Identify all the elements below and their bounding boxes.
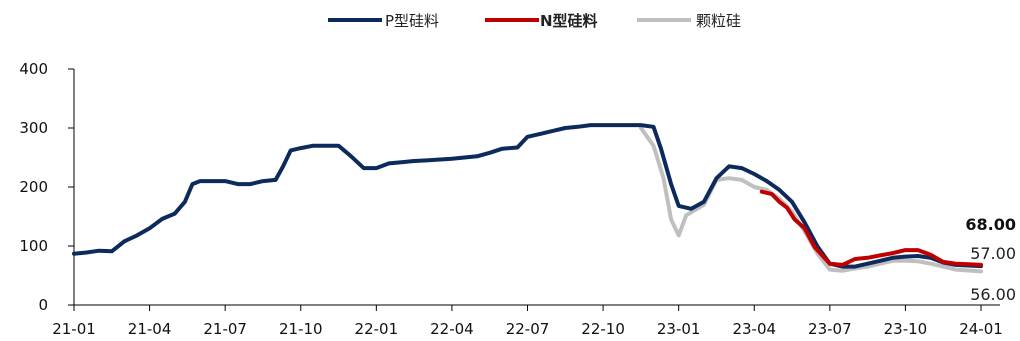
x-tick-label: 23-07 [808,320,852,338]
series-line-1 [72,123,983,269]
y-tick-label: 200 [19,178,48,196]
legend-label-2: N型硅料 [540,12,598,30]
series-line-2 [759,189,983,267]
y-tick-label: 0 [38,296,48,314]
x-tick-label: 21-10 [279,320,323,338]
end-label-3: 56.00 [970,285,1016,304]
x-tick-label: 22-01 [355,320,399,338]
end-value-labels: 68.00 57.00 56.00 [965,215,1016,304]
x-tick-label: 22-07 [506,320,550,338]
x-tick-label: 21-07 [203,320,247,338]
legend: P型硅料 N型硅料 颗粒硅 [328,12,741,30]
x-tick-label: 22-10 [581,320,625,338]
x-tick-label: 24-01 [959,320,1003,338]
series-line-3 [638,126,983,274]
x-tick-label: 22-04 [430,320,474,338]
x-tick-label: 23-10 [884,320,928,338]
end-label-2: 57.00 [970,244,1016,263]
x-tick-label: 23-04 [732,320,776,338]
plot-area [72,123,983,274]
y-tick-label: 100 [19,237,48,255]
y-tick-label: 400 [19,60,48,78]
x-tick-label: 23-01 [657,320,701,338]
x-axis: 21-01 21-04 21-07 21-10 22-01 22-04 22-07 22-10… [52,304,1003,338]
end-label-1: 68.00 [965,215,1016,234]
x-tick-label: 21-04 [128,320,172,338]
legend-label-3: 颗粒硅 [696,12,741,30]
x-tick-label: 21-01 [52,320,96,338]
y-axis: 0 100 200 300 400 [19,60,75,314]
y-tick-label: 300 [19,119,48,137]
legend-label-1: P型硅料 [385,12,439,30]
